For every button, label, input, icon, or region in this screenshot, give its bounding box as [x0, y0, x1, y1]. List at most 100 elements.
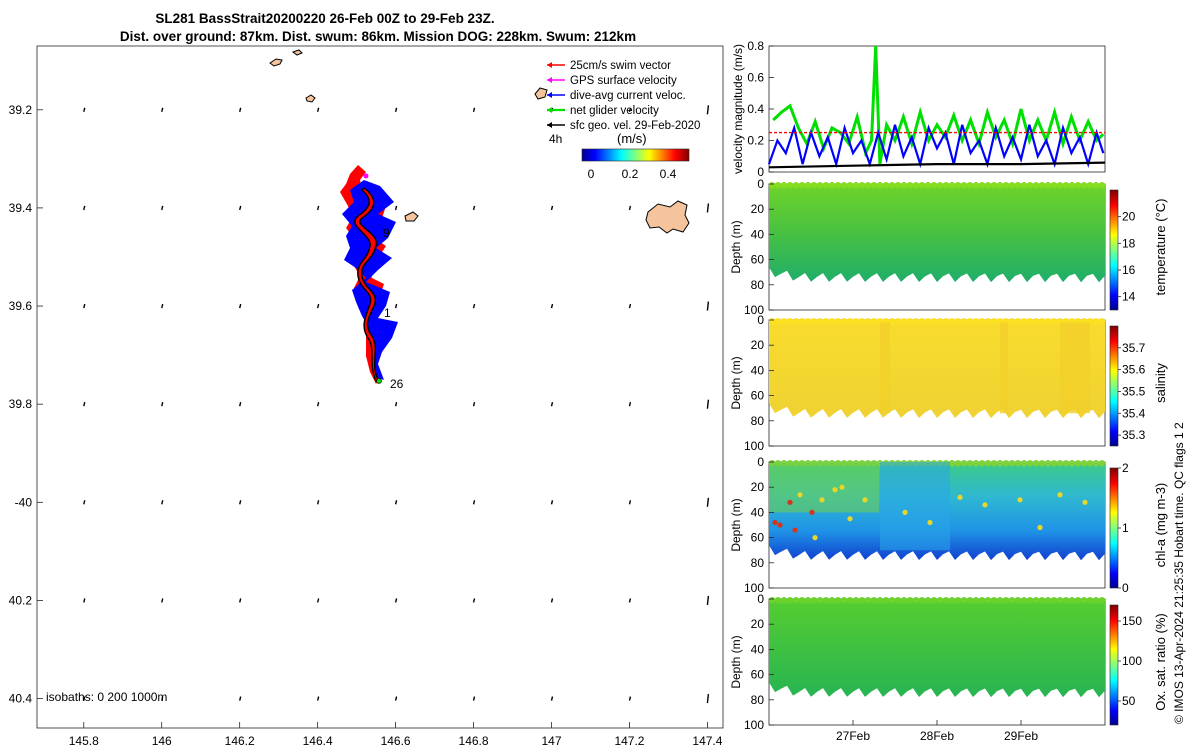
section-surface-dot: [912, 182, 920, 189]
geo-arrow: [316, 303, 320, 309]
section-surface-dot: [1038, 318, 1046, 325]
section-ytick-label: 20: [751, 480, 765, 494]
section-ytick-label: 100: [744, 718, 764, 732]
map-legend: 25cm/s swim vector GPS surface velocity …: [547, 60, 700, 181]
section-surface-dot: [966, 318, 974, 325]
section-surface-dot: [954, 597, 962, 604]
section-surface-dot: [1008, 460, 1016, 467]
geo-arrow: [706, 301, 710, 311]
section-surface-dot: [870, 318, 878, 325]
section-surface-dot: [804, 182, 812, 189]
cbar-tick-label: 14: [1122, 290, 1136, 304]
geo-arrow: [83, 205, 86, 211]
section-surface-dot: [912, 318, 920, 325]
velocity-panel: 0 0.2 0.4 0.6 0.8 velocity magnitude (m/s): [731, 39, 1106, 179]
velocity-series: [767, 45, 1106, 169]
section-surface-dot: [1062, 597, 1070, 604]
glider-track: 9 1 26: [340, 165, 404, 391]
legend-period: 4h: [549, 132, 562, 146]
map-lat-tick-label: 39.8: [9, 397, 33, 411]
map-lat-tick-label: 39.6: [9, 299, 33, 313]
section-ytick-label: 40: [751, 642, 765, 656]
island-mid: [404, 211, 419, 222]
section-surface-dot: [1038, 182, 1046, 189]
section-surface-dot: [828, 318, 836, 325]
island-north: [269, 58, 283, 67]
cbar-tick-label: 100: [1122, 654, 1142, 668]
salinity-band: [1060, 322, 1090, 414]
section-surface-dot: [870, 182, 878, 189]
velocity-ytick-label: 0.6: [747, 71, 764, 85]
section-surface-dot: [1014, 597, 1022, 604]
section-ytick-label: 0: [757, 455, 764, 469]
section-surface-dot: [1014, 460, 1022, 467]
velocity-ytick-label: 0: [757, 165, 764, 179]
geo-arrow: [239, 696, 242, 701]
section-surface-dot: [1062, 182, 1070, 189]
section-surface-dot: [876, 182, 884, 189]
section-surface-dot: [954, 460, 962, 467]
section-surface-dot: [1074, 460, 1082, 467]
section-surface-dot: [882, 182, 890, 189]
section-surface-dot: [1008, 318, 1016, 325]
chl-sample-dot: [772, 519, 778, 526]
section-surface-dot: [810, 182, 818, 189]
section-ytick-label: 0: [757, 177, 764, 191]
section-surface-dot: [1020, 460, 1028, 467]
map-lon-tick-label: 147: [541, 734, 561, 748]
section-surface-dot: [1026, 318, 1034, 325]
section-surface-dot: [1098, 460, 1106, 467]
section-surface-dot: [1092, 597, 1100, 604]
geo-arrow: [239, 598, 242, 603]
geo-arrow: [83, 107, 86, 112]
section-ylabel: Depth (m): [729, 220, 743, 273]
geo-arrow: [239, 303, 242, 309]
section-surface-dot: [1098, 597, 1106, 604]
section-surface-dot: [804, 318, 812, 325]
section-surface-dot: [822, 597, 830, 604]
map-lat-tick-label: 39.4: [9, 201, 33, 215]
geo-arrow: [550, 500, 554, 505]
section-surface-dot: [1020, 597, 1028, 604]
section-surface-dot: [936, 182, 944, 189]
geo-arrow: [706, 595, 710, 606]
geo-arrow: [706, 693, 710, 704]
section-surface-dot: [1080, 597, 1088, 604]
section-surface-dot: [876, 597, 884, 604]
chl-sample-dot: [862, 497, 868, 503]
section-surface-dot: [888, 318, 896, 325]
velocity-series-line: [768, 161, 1106, 169]
section-surface-dot: [960, 182, 968, 189]
section-surface-dot: [948, 318, 956, 325]
legend-geo: sfc geo. vel. 29-Feb-2020: [547, 120, 700, 132]
section-surface-dot: [1086, 597, 1094, 604]
map-lat-tick-label: -40: [15, 495, 33, 509]
geo-arrow: [472, 500, 476, 505]
section-surface-dot: [822, 182, 830, 189]
section-surface-dot: [936, 318, 944, 325]
map-lon-tick-label: 147.2: [614, 734, 644, 748]
section-surface-dot: [798, 318, 806, 325]
cbar-tick-label: 50: [1122, 694, 1136, 708]
legend-net: net glider velocity: [547, 105, 659, 117]
section-surface-dot: [792, 318, 800, 325]
section-surface-dot: [912, 597, 920, 604]
section-ytick-label: 20: [751, 202, 765, 216]
map-panel: 145.8 146 146.2 146.4 146.6 146.8 147 147.2 147.…: [9, 45, 724, 748]
section-surface-dot: [1098, 318, 1106, 325]
geo-arrow: [550, 303, 554, 309]
section-surface-dot: [852, 318, 860, 325]
section-surface-dot: [804, 597, 812, 604]
geo-arrow: [394, 696, 398, 701]
section-surface-dot: [864, 318, 872, 325]
section-surface-dot: [840, 318, 848, 325]
cbar-tick-label: 16: [1122, 263, 1136, 277]
section-surface-dot: [984, 460, 992, 467]
section-surface-dot: [984, 597, 992, 604]
section-surface-dot: [768, 182, 776, 189]
section-surface-dot: [864, 597, 872, 604]
map-lat-ticks: 39.2 39.4 39.6 39.8 -40 40.2 40.4: [9, 103, 43, 706]
section-surface-dot: [1032, 182, 1040, 189]
section-surface-dot: [774, 182, 782, 189]
chl-sample-dot: [1017, 497, 1023, 503]
